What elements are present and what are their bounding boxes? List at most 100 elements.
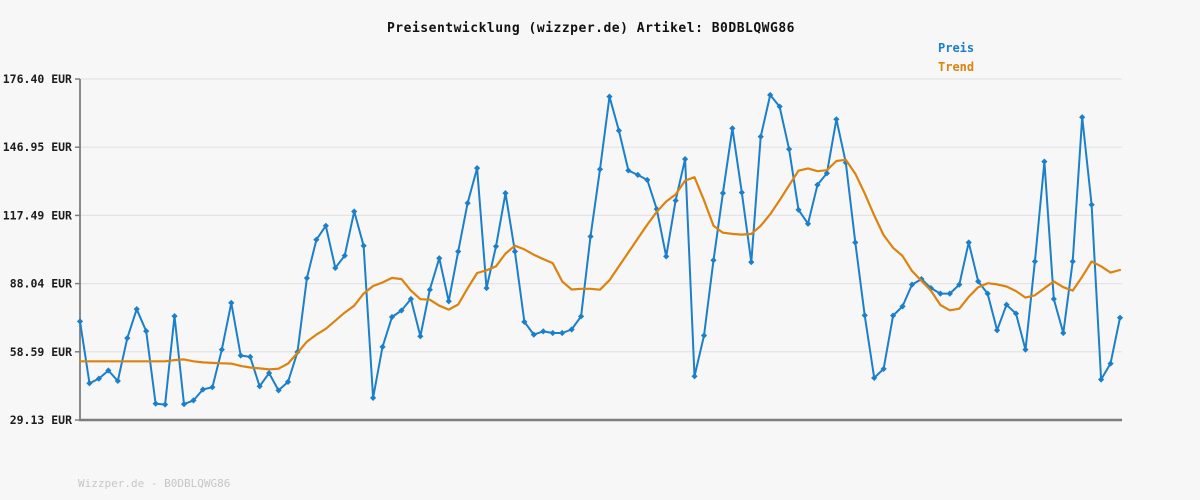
data-point-marker: [1041, 158, 1048, 165]
data-point-marker: [341, 252, 348, 259]
data-point-marker: [1022, 346, 1029, 353]
data-point-marker: [719, 190, 727, 197]
data-point-marker: [852, 239, 859, 246]
data-point-marker: [105, 367, 112, 374]
data-point-marker: [256, 383, 263, 390]
data-point-marker: [199, 386, 207, 393]
data-point-marker: [927, 284, 935, 292]
data-point-marker: [956, 281, 963, 288]
data-point-marker: [540, 328, 547, 335]
y-tick-label: 146.95 EUR: [3, 140, 72, 154]
data-point-marker: [993, 327, 1001, 334]
data-point-marker: [748, 259, 755, 266]
data-point-marker: [1116, 314, 1124, 321]
data-point-marker: [209, 384, 216, 391]
data-point-marker: [190, 397, 197, 404]
data-point-marker: [133, 306, 140, 313]
data-point-marker: [265, 369, 273, 377]
data-point-marker: [379, 343, 386, 351]
data-point-marker: [767, 91, 774, 99]
data-point-marker: [710, 257, 717, 264]
data-point-marker: [549, 329, 556, 337]
data-point-marker: [492, 243, 500, 250]
data-point-marker: [1097, 376, 1105, 383]
data-point-marker: [502, 190, 509, 197]
data-point-marker: [455, 248, 462, 255]
data-point-marker: [577, 313, 585, 320]
data-point-marker: [606, 93, 613, 100]
data-point-marker: [672, 197, 679, 204]
data-point-marker: [861, 312, 868, 319]
data-point-marker: [757, 133, 764, 140]
data-point-marker: [776, 103, 783, 110]
data-point-marker: [691, 373, 698, 380]
data-point-marker: [587, 233, 594, 240]
data-point-marker: [965, 239, 972, 246]
y-tick-label: 176.40 EUR: [3, 72, 72, 86]
data-point-marker: [899, 303, 906, 310]
data-point-marker: [833, 116, 840, 123]
data-point-marker: [918, 275, 925, 283]
data-point-marker: [1079, 114, 1086, 121]
data-point-marker: [388, 313, 396, 321]
data-point-marker: [436, 255, 443, 262]
data-point-marker: [1050, 295, 1057, 303]
data-point-marker: [738, 189, 745, 196]
data-point-marker: [1088, 201, 1095, 208]
data-point-marker: [426, 286, 433, 293]
data-point-marker: [681, 156, 689, 163]
data-point-marker: [161, 401, 169, 408]
y-tick-label: 58.59 EUR: [10, 345, 72, 359]
data-point-marker: [1003, 301, 1010, 308]
y-tick-label: 117.49 EUR: [3, 208, 72, 222]
data-point-marker: [889, 312, 897, 319]
data-point-marker: [871, 374, 878, 382]
data-point-marker: [247, 353, 254, 360]
data-point-marker: [124, 335, 131, 342]
data-point-marker: [615, 127, 623, 134]
data-point-marker: [568, 326, 575, 333]
data-point-marker: [86, 380, 93, 387]
data-point-marker: [483, 284, 490, 292]
data-point-marker: [1012, 310, 1020, 317]
preis-line: [79, 94, 1121, 406]
data-point-marker: [663, 253, 670, 260]
data-point-marker: [398, 307, 405, 314]
data-point-marker: [369, 394, 377, 401]
data-point-marker: [530, 331, 537, 338]
data-point-marker: [152, 400, 159, 407]
data-point-marker: [76, 318, 84, 325]
data-point-marker: [559, 329, 566, 337]
data-point-marker: [351, 208, 358, 215]
legend-item-preis: Preis: [938, 41, 975, 55]
data-point-marker: [407, 295, 415, 303]
data-point-marker: [785, 146, 793, 153]
data-point-marker: [521, 318, 528, 325]
data-point-marker: [313, 236, 320, 243]
data-point-marker: [596, 166, 604, 173]
data-point-marker: [644, 176, 651, 184]
data-point-marker: [908, 281, 916, 288]
legend-item-trend: Trend: [938, 60, 975, 74]
data-point-marker: [795, 206, 802, 213]
data-point-marker: [729, 125, 736, 132]
data-point-marker: [937, 290, 944, 297]
data-point-marker: [984, 290, 991, 297]
data-point-marker: [284, 378, 292, 385]
watermark: Wizzper.de - B0DBLQWG86: [78, 477, 231, 490]
data-point-marker: [218, 346, 225, 353]
data-point-marker: [114, 377, 121, 385]
data-point-marker: [464, 200, 471, 207]
y-tick-label: 88.04 EUR: [10, 277, 72, 291]
data-point-marker: [275, 387, 282, 394]
data-point-marker: [700, 332, 708, 339]
data-point-marker: [95, 375, 103, 382]
data-point-marker: [1060, 329, 1067, 337]
chart-title: Preisentwicklung (wizzper.de) Artikel: B…: [386, 21, 795, 36]
data-point-marker: [180, 400, 188, 408]
data-point-marker: [946, 290, 953, 297]
data-point-marker: [1069, 258, 1076, 265]
data-point-marker: [228, 299, 235, 307]
